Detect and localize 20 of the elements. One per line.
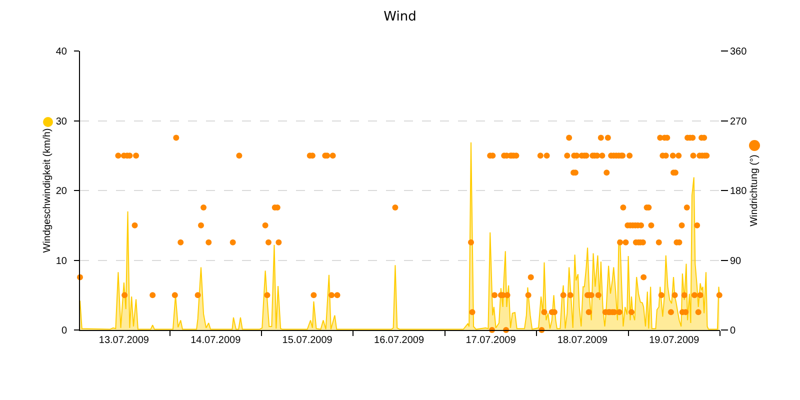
x-tick-label: 16.07.2009: [374, 335, 424, 346]
y-tick-label: 20: [56, 186, 68, 197]
y-tick-label: 10: [56, 256, 68, 267]
y-axis-title: Windgeschwindigkeit (km/h): [42, 128, 53, 253]
y-tick-label: 0: [61, 326, 68, 336]
y2-tick-label: 90: [730, 256, 742, 267]
y-tick-label: 40: [56, 46, 68, 58]
x-tick-label: 14.07.2009: [190, 335, 242, 346]
y2-axis-title: Windrichtung (°): [749, 154, 760, 226]
y-tick-label: 30: [56, 116, 68, 128]
x-tick-label: 18.07.2009: [557, 335, 608, 346]
x-tick-label: 15.07.2009: [282, 335, 333, 346]
x-tick-label: 13.07.2009: [98, 335, 150, 346]
y2-tick-label: 270: [730, 116, 748, 128]
y2-tick-label: 0: [730, 326, 736, 336]
chart-title: Wind: [384, 10, 416, 25]
y2-tick-label: 180: [730, 186, 748, 197]
x-tick-label: 19.07.2009: [649, 335, 700, 346]
x-tick-label: 17.07.2009: [466, 335, 516, 346]
y2-tick-label: 360: [730, 46, 748, 58]
